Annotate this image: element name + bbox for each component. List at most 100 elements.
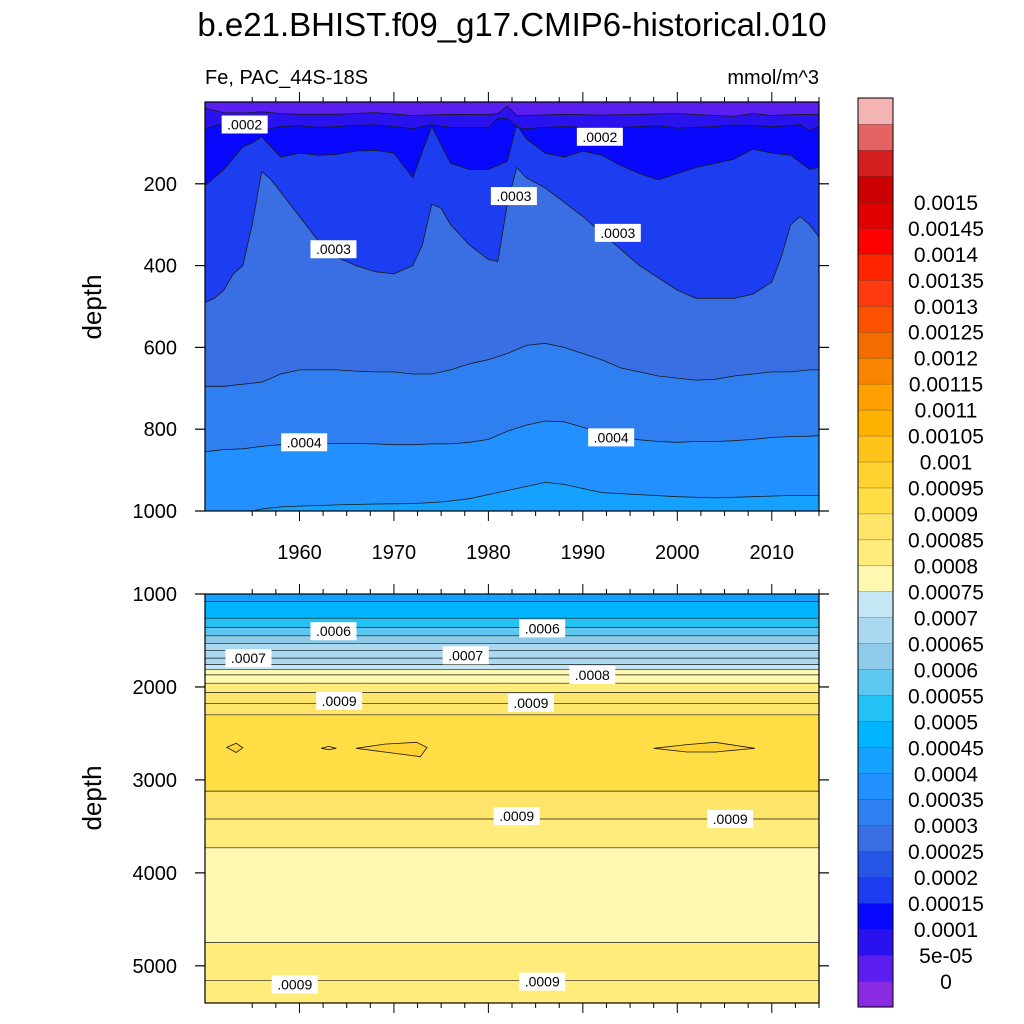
contour-label-box (490, 187, 537, 206)
contour-label-text: .0009 (277, 976, 312, 992)
y-tick-label: 3000 (133, 770, 178, 792)
contour-band (205, 482, 819, 511)
y-tick-label: 200 (144, 174, 177, 196)
contour-label-box (507, 693, 554, 712)
contour-label-text: .0009 (513, 695, 548, 711)
colorbar-swatch (857, 643, 894, 670)
colorbar-tick-label: 0.00075 (908, 582, 984, 605)
colorbar-swatch (857, 747, 894, 774)
contour-label-text: .0003 (600, 225, 635, 241)
contour-band (205, 674, 819, 684)
contour-label-text: .0007 (448, 647, 483, 663)
colorbar-tick-label: 0.00025 (908, 841, 984, 864)
contour-label-box (707, 809, 754, 828)
colorbar-swatch (857, 825, 894, 852)
colorbar-swatch (857, 799, 894, 826)
colorbar-swatch (857, 695, 894, 722)
colorbar-swatch (857, 383, 894, 411)
contour-band (205, 942, 819, 982)
colorbar-tick-label: 0.0012 (914, 348, 978, 371)
contour-label: .0007 (225, 649, 272, 668)
contour-band (205, 594, 819, 602)
colorbar-tick-label: 0.0003 (914, 815, 978, 838)
contour-label: .0006 (519, 619, 566, 638)
colorbar-tick-label: 0.00045 (908, 737, 984, 760)
colorbar-tick-label: 0.00115 (909, 374, 983, 397)
contour-band (205, 847, 819, 944)
contour-label: .0009 (519, 972, 566, 991)
contour-band (205, 650, 819, 659)
contour-line (205, 481, 819, 511)
contour-patch (356, 741, 428, 758)
colorbar-tick-label: 0.00125 (908, 322, 984, 345)
contour-label-text: .0003 (316, 241, 351, 257)
contour-label-text: .0003 (496, 188, 531, 204)
colorbar-frame (857, 97, 894, 1008)
colorbar-tick-label: 0.00145 (908, 218, 984, 241)
contour-label-text: .0009 (322, 693, 357, 709)
y-tick-label: 2000 (133, 677, 178, 699)
contour-label-box (281, 433, 328, 452)
top-contour-fills (205, 102, 819, 511)
contour-label: .0006 (310, 622, 357, 641)
contour-line (205, 342, 819, 387)
contour-band (205, 421, 819, 511)
colorbar-tick-label: 0.0013 (914, 296, 978, 319)
colorbar-swatch (857, 876, 894, 904)
colorbar-swatch (857, 928, 894, 956)
contour-label-box (576, 127, 623, 146)
colorbar-swatch (857, 253, 894, 281)
colorbar: 0 5e-05 0.0001 0.00015 0.0002 0.00025 0.0003 0.… (857, 97, 984, 1008)
colorbar-swatch (857, 461, 894, 489)
contour-band (205, 714, 819, 792)
contour-band (205, 618, 819, 629)
y-tick-label: 800 (144, 419, 177, 441)
colorbar-tick-label: 0.0006 (914, 659, 978, 682)
colorbar-swatch (857, 487, 894, 515)
units-label: mmol/m^3 (727, 67, 819, 89)
contour-label-text: .0002 (582, 129, 617, 145)
contour-label: .0003 (310, 240, 357, 259)
colorbar-swatch (857, 357, 894, 385)
contour-band (205, 664, 819, 670)
contour-label-box (310, 240, 357, 259)
contour-line (205, 118, 819, 132)
contour-band (205, 635, 819, 644)
colorbar-swatch (857, 227, 894, 255)
colorbar-tick-label: 0.00015 (908, 893, 984, 916)
y-tick-label: 1000 (133, 501, 178, 523)
colorbar-swatch (857, 980, 894, 1008)
contour-label-box (271, 975, 318, 994)
variable-region-label: Fe, PAC_44S-18S (205, 67, 368, 89)
colorbar-swatch (857, 123, 894, 151)
contour-label: .0002 (576, 127, 623, 146)
bottom-contour-fills (205, 594, 819, 1003)
colorbar-tick-label: 0.0002 (914, 867, 978, 890)
contour-label-box (442, 646, 489, 665)
contour-band (205, 658, 819, 666)
colorbar-swatch (857, 331, 894, 359)
x-tick-label: 2000 (655, 542, 700, 564)
colorbar-swatch (857, 617, 894, 644)
colorbar-tick-label: 0.00055 (908, 685, 984, 708)
colorbar-tick-label: 0.00035 (908, 789, 984, 812)
contour-label: .0004 (281, 433, 328, 452)
contour-label-box (225, 649, 272, 668)
colorbar-tick-label: 0.0001 (914, 919, 978, 942)
colorbar-tick-label: 0.0007 (914, 607, 978, 630)
colorbar-tick-label: 0.0009 (914, 504, 978, 527)
x-tick-label: 1980 (466, 542, 511, 564)
colorbar-swatch (857, 721, 894, 748)
contour-band (205, 980, 819, 1003)
colorbar-swatch (857, 435, 894, 463)
colorbar-tick-label: 0.0015 (914, 192, 978, 215)
contour-label-box (310, 622, 357, 641)
contour-line (205, 123, 819, 187)
contour-label-box (316, 691, 363, 710)
contour-band (205, 643, 819, 652)
colorbar-tick-label: 0.0014 (914, 244, 979, 267)
colorbar-swatch (857, 279, 894, 307)
colorbar-swatch (857, 175, 894, 203)
contour-band (205, 601, 819, 619)
